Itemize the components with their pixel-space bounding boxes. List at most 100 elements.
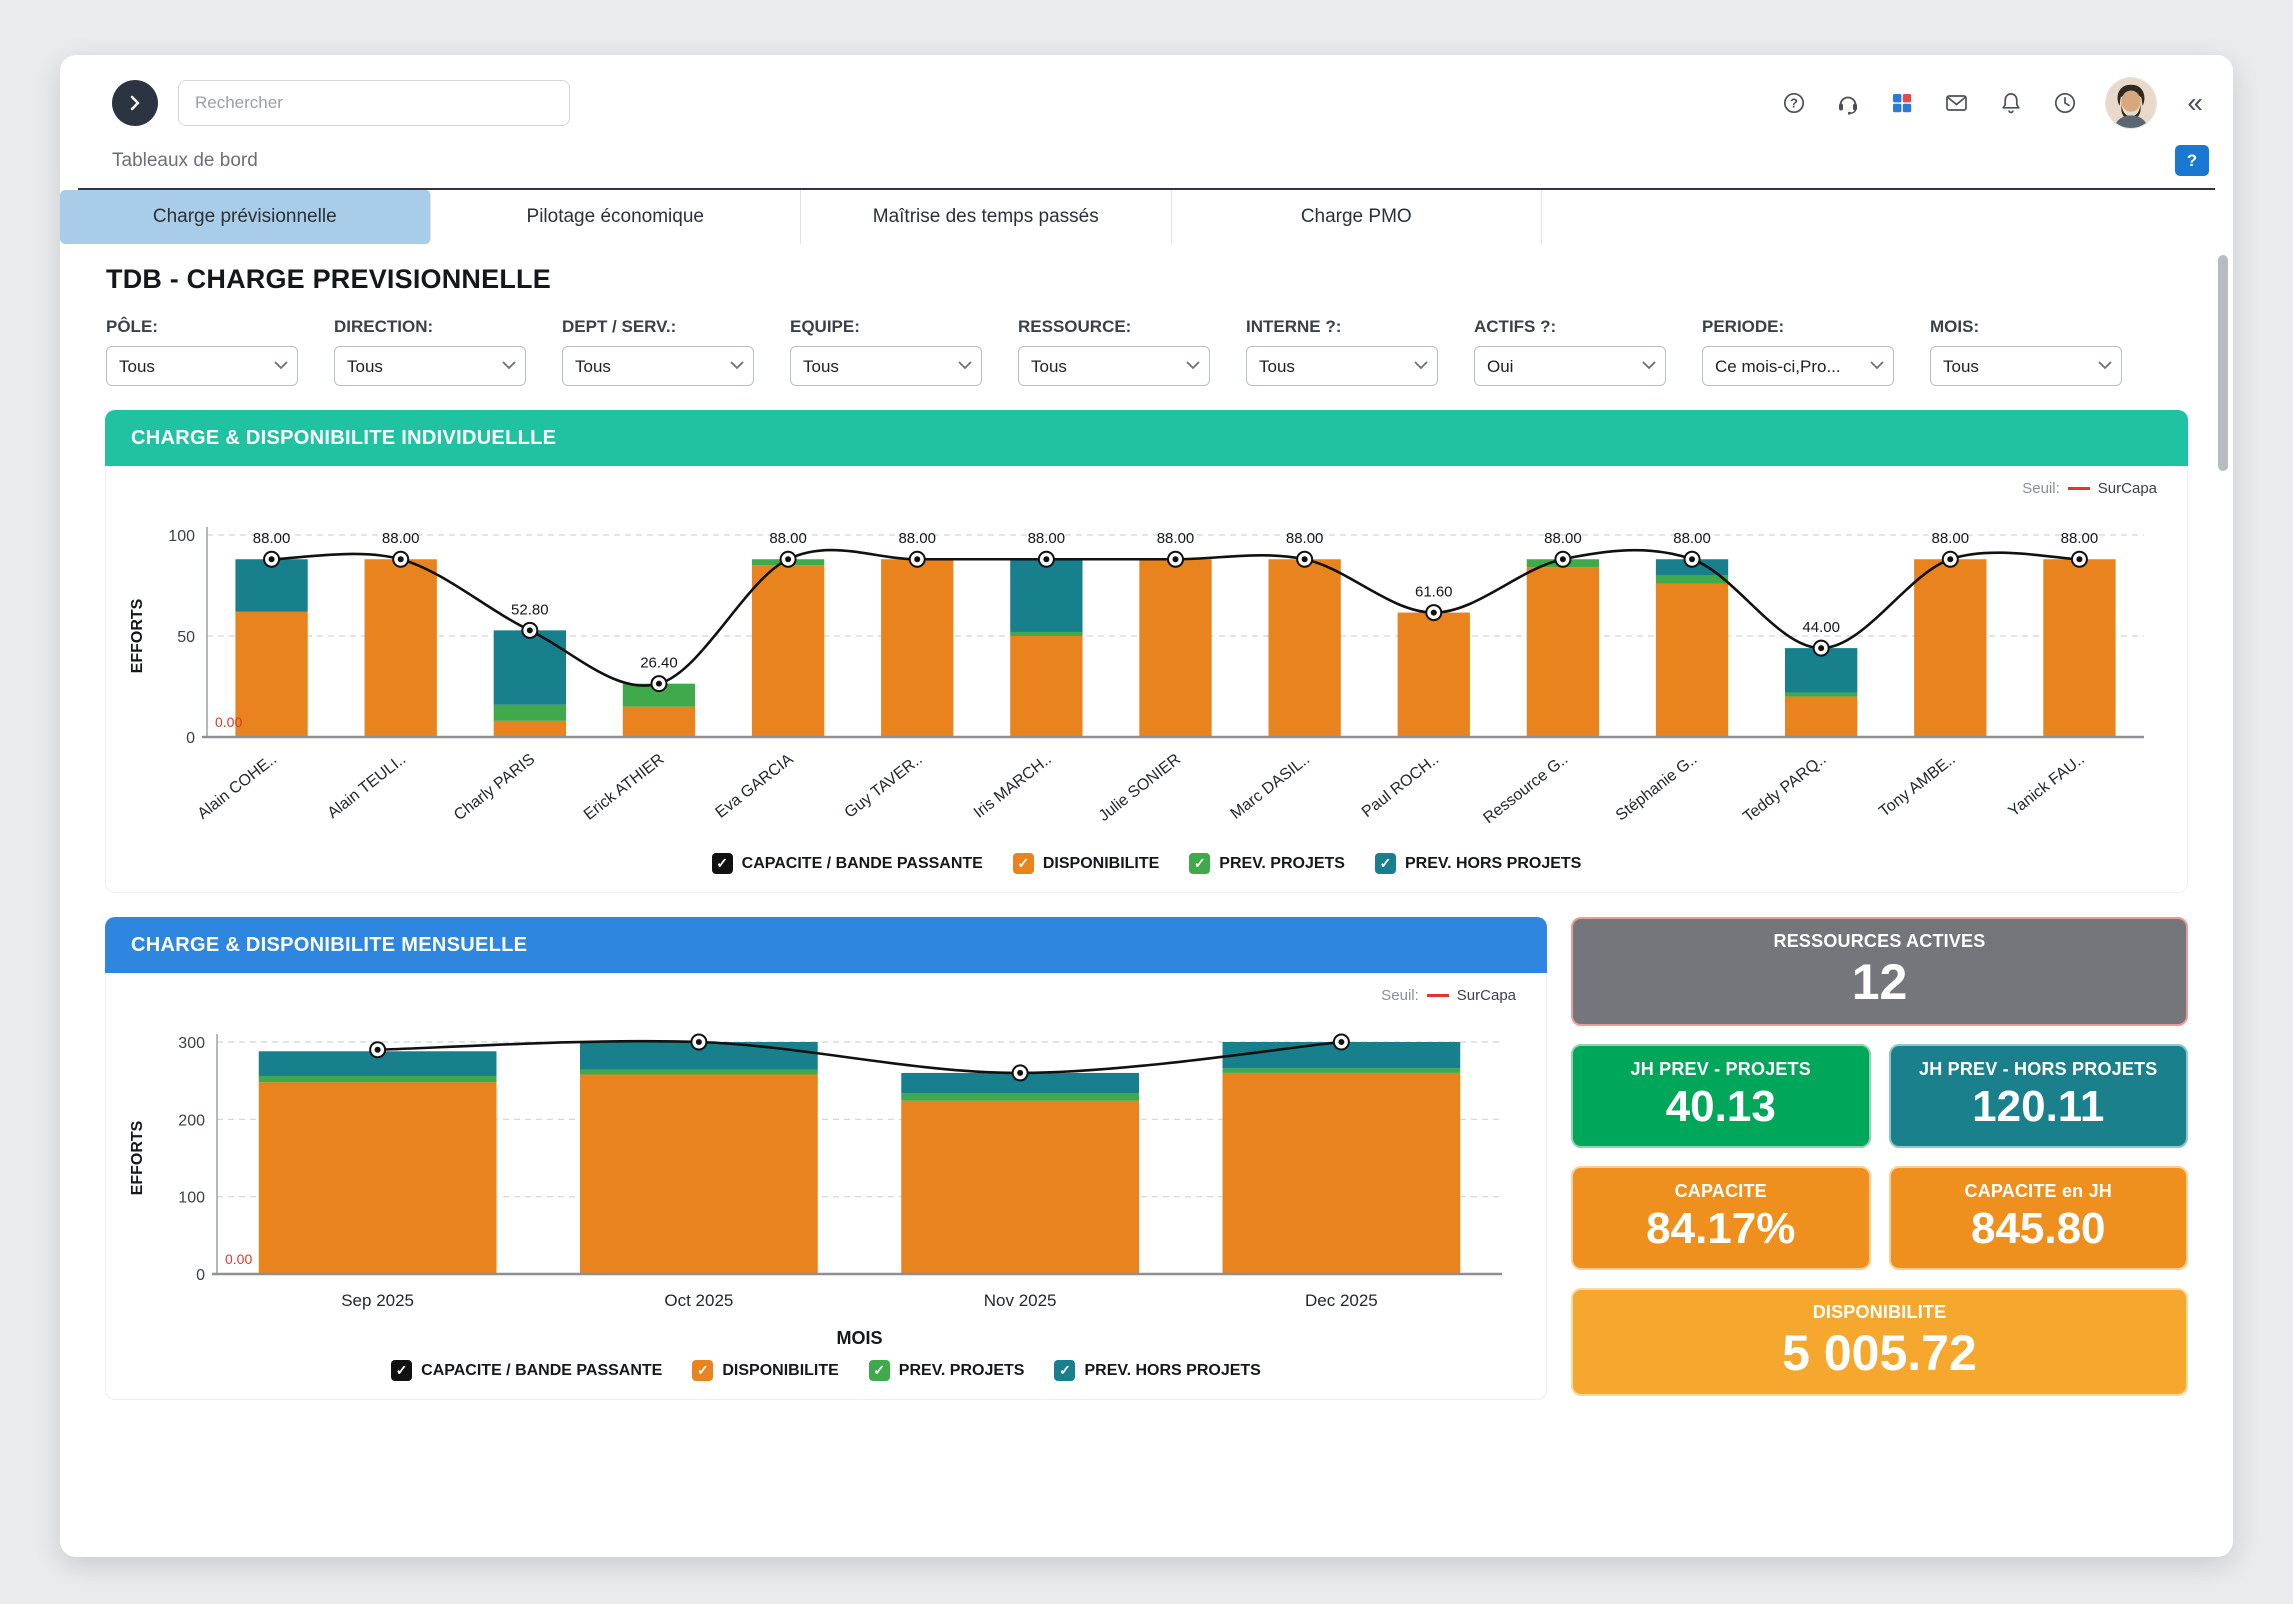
breadcrumb-row: Tableaux de bord ? (60, 141, 2233, 188)
sidebar-expand-button[interactable] (112, 80, 158, 126)
individual-panel-header: CHARGE & DISPONIBILITE INDIVIDUELLLE (105, 410, 2188, 466)
panel-title: CHARGE & DISPONIBILITE INDIVIDUELLLE (131, 427, 556, 450)
svg-text:Dec 2025: Dec 2025 (1305, 1291, 1378, 1310)
filter-ressource: RESSOURCE:Tous (1018, 317, 1210, 386)
svg-text:EFFORTS: EFFORTS (129, 1120, 146, 1195)
notifications-bell-icon[interactable] (1997, 89, 2025, 117)
svg-text:0.00: 0.00 (215, 714, 242, 730)
history-clock-icon[interactable] (2051, 89, 2079, 117)
kpi-capacite-en-jh: CAPACITE en JH845.80 (1889, 1166, 2189, 1270)
legend-checkbox: ✓ (1054, 1360, 1075, 1381)
svg-text:88.00: 88.00 (1932, 530, 1970, 547)
svg-text:Alain COHE..: Alain COHE.. (195, 751, 280, 823)
svg-text:Erick ATHIER: Erick ATHIER (581, 751, 668, 824)
svg-text:88.00: 88.00 (769, 530, 807, 547)
filter-select-interne[interactable]: Tous (1246, 346, 1438, 386)
svg-text:100: 100 (168, 528, 195, 545)
svg-text:100: 100 (178, 1190, 205, 1207)
kpi-title: RESSOURCES ACTIVES (1581, 931, 2178, 952)
svg-text:88.00: 88.00 (1028, 530, 1066, 547)
svg-text:88.00: 88.00 (382, 530, 420, 547)
tab-charge-pmo[interactable]: Charge PMO (1172, 190, 1543, 244)
svg-text:Stéphanie G..: Stéphanie G.. (1613, 751, 1701, 825)
threshold-legend: Seuil: SurCapa (122, 979, 1530, 1004)
threshold-line-swatch (2068, 487, 2090, 490)
legend-checkbox: ✓ (712, 853, 733, 874)
svg-text:0: 0 (196, 1267, 205, 1284)
threshold-name: SurCapa (2098, 480, 2157, 497)
threshold-line-swatch (1427, 994, 1449, 997)
kpi-disponibilite: DISPONIBILITE5 005.72 (1571, 1288, 2188, 1397)
monthly-chart: 01002003000.00Sep 2025Oct 2025Nov 2025De… (122, 1004, 1530, 1356)
panel-title: CHARGE & DISPONIBILITE MENSUELLE (131, 934, 527, 957)
filter-select-actifs[interactable]: Oui (1474, 346, 1666, 386)
svg-text:Nov 2025: Nov 2025 (984, 1291, 1057, 1310)
filter-select-periode[interactable]: Ce mois-ci,Pro... (1702, 346, 1894, 386)
kpi-title: CAPACITE (1581, 1181, 1861, 1202)
filter-select-ressource[interactable]: Tous (1018, 346, 1210, 386)
legend-item-disponibilite[interactable]: ✓DISPONIBILITE (1013, 853, 1159, 874)
tab-pilotage-economique[interactable]: Pilotage économique (431, 190, 802, 244)
kpi-row: CAPACITE84.17%CAPACITE en JH845.80 (1571, 1166, 2188, 1270)
collapse-panel-button[interactable]: « (2183, 89, 2207, 117)
svg-text:Teddy PARQ..: Teddy PARQ.. (1740, 751, 1829, 826)
page-title: TDB - CHARGE PREVISIONNELLE (60, 244, 2233, 303)
chevron-right-icon (123, 91, 147, 115)
kpi-title: CAPACITE en JH (1899, 1181, 2179, 1202)
legend-item-capacite-bande-passante[interactable]: ✓CAPACITE / BANDE PASSANTE (712, 853, 983, 874)
filter-label: EQUIPE: (790, 317, 982, 337)
user-avatar[interactable] (2105, 77, 2157, 129)
svg-text:88.00: 88.00 (2061, 530, 2099, 547)
support-headset-icon[interactable] (1834, 89, 1862, 117)
help-icon[interactable]: ? (1780, 89, 1808, 117)
legend-item-prev-hors-projets[interactable]: ✓ PREV. HORS PROJETS (1375, 853, 1581, 874)
kpi-jh-prev-hors-projets: JH PREV - HORS PROJETS120.11 (1889, 1044, 2189, 1148)
svg-text:Eva GARCIA: Eva GARCIA (713, 751, 797, 822)
filter-periode: PERIODE: Ce mois-ci,Pro... (1702, 317, 1894, 386)
filter-select-equipe[interactable]: Tous (790, 346, 982, 386)
legend-label: PREV. HORS PROJETS (1405, 855, 1581, 873)
kpi-title: JH PREV - HORS PROJETS (1899, 1059, 2179, 1080)
monthly-panel-header: CHARGE & DISPONIBILITE MENSUELLE (105, 917, 1547, 973)
legend-label: PREV. PROJETS (1219, 855, 1345, 873)
filter-pole: PÔLE:Tous (106, 317, 298, 386)
svg-text:88.00: 88.00 (1286, 530, 1324, 547)
filter-actifs: ACTIFS ?:Oui (1474, 317, 1666, 386)
legend-item-prev-hors-projets[interactable]: ✓PREV. HORS PROJETS (1054, 1360, 1260, 1381)
kpi-title: JH PREV - PROJETS (1581, 1059, 1861, 1080)
legend-item-capacite-bande-passante[interactable]: ✓CAPACITE / BANDE PASSANTE (391, 1360, 662, 1381)
legend-item-prev-projets[interactable]: ✓PREV. PROJETS (1189, 853, 1345, 874)
filter-select-direction[interactable]: Tous (334, 346, 526, 386)
svg-text:Ressource G..: Ressource G.. (1480, 751, 1571, 827)
filter-select-mois[interactable]: Tous (1930, 346, 2122, 386)
page-help-button[interactable]: ? (2175, 145, 2209, 176)
filter-mois: MOIS: Tous (1930, 317, 2122, 386)
legend-checkbox: ✓ (1375, 853, 1396, 874)
legend-item-prev-projets[interactable]: ✓PREV. PROJETS (869, 1360, 1025, 1381)
filter-dept-serv: DEPT / SERV.:Tous (562, 317, 754, 386)
kpi-ressources-actives: RESSOURCES ACTIVES12 (1571, 917, 2188, 1026)
filter-label: PERIODE: (1702, 317, 1894, 337)
filter-equipe: EQUIPE: Tous (790, 317, 982, 386)
svg-text:44.00: 44.00 (1802, 619, 1840, 636)
search-input[interactable] (178, 80, 570, 126)
bottom-row: CHARGE & DISPONIBILITE MENSUELLE Seuil: … (105, 917, 2188, 1400)
svg-text:Paul ROCH..: Paul ROCH.. (1359, 751, 1442, 821)
filter-select-pole[interactable]: Tous (106, 346, 298, 386)
svg-text:52.80: 52.80 (511, 601, 549, 618)
svg-text:300: 300 (178, 1035, 205, 1052)
legend-item-disponibilite[interactable]: ✓DISPONIBILITE (692, 1360, 838, 1381)
mail-icon[interactable] (1942, 89, 1971, 117)
filter-label: MOIS: (1930, 317, 2122, 337)
filter-select-dept-serv[interactable]: Tous (562, 346, 754, 386)
svg-text:EFFORTS: EFFORTS (129, 598, 146, 673)
tab-charge-previsionnelle[interactable]: Charge prévisionnelle (60, 190, 431, 244)
individual-chart-svg: 05010088.0088.0052.8026.4088.0088.0088.0… (122, 497, 2162, 849)
tab-maitrise-des-temps-passes[interactable]: Maîtrise des temps passés (801, 190, 1172, 244)
individual-panel-body: Seuil: SurCapa 05010088.0088.0052.8026.4… (105, 466, 2188, 893)
vertical-scrollbar-thumb[interactable] (2218, 255, 2228, 471)
apps-grid-icon[interactable] (1888, 89, 1916, 117)
monthly-panel-body: Seuil: SurCapa 01002003000.00Sep 2025Oct… (105, 973, 1547, 1400)
filter-direction: DIRECTION:Tous (334, 317, 526, 386)
kpi-value: 845.80 (1899, 1204, 2179, 1255)
